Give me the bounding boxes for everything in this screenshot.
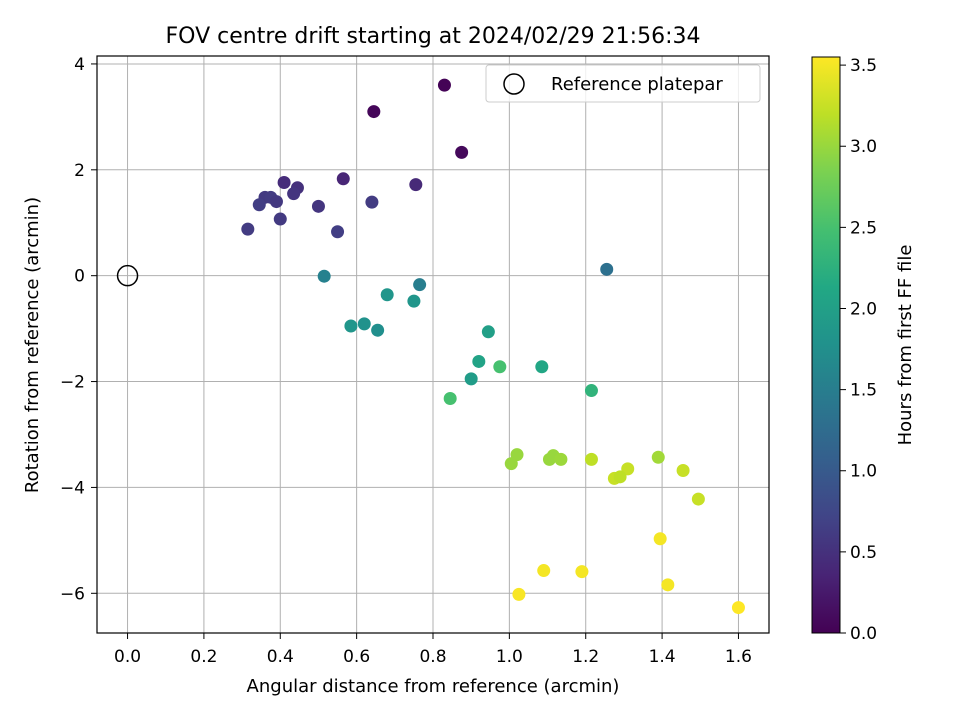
x-tick-label: 0.8: [419, 647, 446, 667]
data-point: [676, 463, 690, 477]
colorbar-tick-label: 0.0: [850, 624, 877, 644]
data-point: [357, 317, 371, 331]
y-axis-label: Rotation from reference (arcmin): [22, 197, 43, 493]
legend: Reference platepar: [485, 64, 761, 103]
data-point: [273, 212, 287, 226]
data-point: [407, 294, 421, 308]
data-point: [472, 354, 486, 368]
x-tick-label: 1.2: [572, 647, 599, 667]
data-point: [455, 145, 469, 159]
data-point: [584, 384, 598, 398]
data-point: [367, 105, 381, 119]
x-tick-label: 0.2: [190, 647, 217, 667]
x-axis-ticks: 0.0 0.2 0.4 0.6 0.8 1.0 1.2 1.4 1.6: [114, 633, 752, 667]
colorbar-tick-label: 0.5: [850, 543, 877, 563]
data-point: [413, 278, 427, 292]
data-point: [584, 452, 598, 466]
data-point: [311, 199, 325, 213]
colorbar-tick-label: 2.5: [850, 218, 877, 238]
data-point: [371, 323, 385, 337]
x-tick-label: 0.6: [343, 647, 370, 667]
colorbar-tick-label: 2.0: [850, 299, 877, 319]
data-point: [600, 262, 614, 276]
y-tick-label: 4: [74, 55, 85, 75]
data-point: [252, 198, 266, 212]
colorbar-tick-label: 1.0: [850, 462, 877, 482]
x-axis-label: Angular distance from reference (arcmin): [247, 676, 620, 697]
grid: [97, 56, 769, 633]
data-point: [443, 391, 457, 405]
data-point: [481, 325, 495, 339]
colorbar-tick-label: 3.0: [850, 137, 877, 157]
chart-title: FOV centre drift starting at 2024/02/29 …: [166, 24, 701, 49]
data-point: [661, 578, 675, 592]
legend-marker: [503, 73, 525, 95]
data-point: [493, 360, 507, 374]
y-tick-label: −2: [60, 373, 85, 393]
data-point: [537, 564, 551, 578]
data-point: [691, 492, 705, 506]
scatter-points: [241, 78, 745, 615]
data-point: [535, 360, 549, 374]
legend-label: Reference platepar: [551, 74, 723, 95]
colorbar-tick-label: 1.5: [850, 381, 877, 401]
y-tick-label: −6: [60, 584, 85, 604]
data-point: [554, 452, 568, 466]
colorbar-tick-label: 3.5: [850, 56, 877, 76]
colorbar: 0.0 0.5 1.0 1.5 2.0 2.5 3.0 3.5 Hours from firs…: [811, 56, 916, 644]
x-tick-label: 1.0: [496, 647, 523, 667]
colorbar-ticks: 0.0 0.5 1.0 1.5 2.0 2.5 3.0 3.5: [840, 56, 877, 644]
data-point: [241, 222, 255, 236]
data-point: [613, 470, 627, 484]
data-point: [464, 372, 478, 386]
data-point: [731, 601, 745, 615]
legend-box: [485, 64, 761, 103]
data-point: [331, 225, 345, 239]
data-point: [380, 288, 394, 302]
data-point: [575, 565, 589, 579]
data-point: [504, 457, 518, 471]
x-tick-label: 0.0: [114, 647, 141, 667]
x-tick-label: 0.4: [267, 647, 294, 667]
data-point: [409, 178, 423, 192]
data-point: [287, 187, 301, 201]
x-tick-label: 1.6: [725, 647, 752, 667]
data-point: [653, 532, 667, 546]
data-point: [277, 176, 291, 190]
data-point: [317, 269, 331, 283]
reference-point-marker: [116, 264, 139, 287]
data-point: [512, 587, 526, 601]
x-tick-label: 1.4: [649, 647, 676, 667]
colorbar-gradient: [812, 57, 840, 633]
y-tick-label: −4: [60, 478, 85, 498]
data-point: [269, 195, 283, 209]
data-point: [365, 195, 379, 209]
data-point: [651, 450, 665, 464]
colorbar-frame: [811, 56, 841, 634]
data-point: [344, 319, 358, 333]
y-tick-label: 2: [74, 161, 85, 181]
colorbar-label: Hours from first FF file: [895, 245, 916, 446]
y-tick-label: 0: [74, 267, 85, 287]
y-axis-ticks: 4 2 0 −2 −4 −6: [60, 55, 97, 604]
data-point: [437, 78, 451, 92]
data-point: [336, 172, 350, 186]
